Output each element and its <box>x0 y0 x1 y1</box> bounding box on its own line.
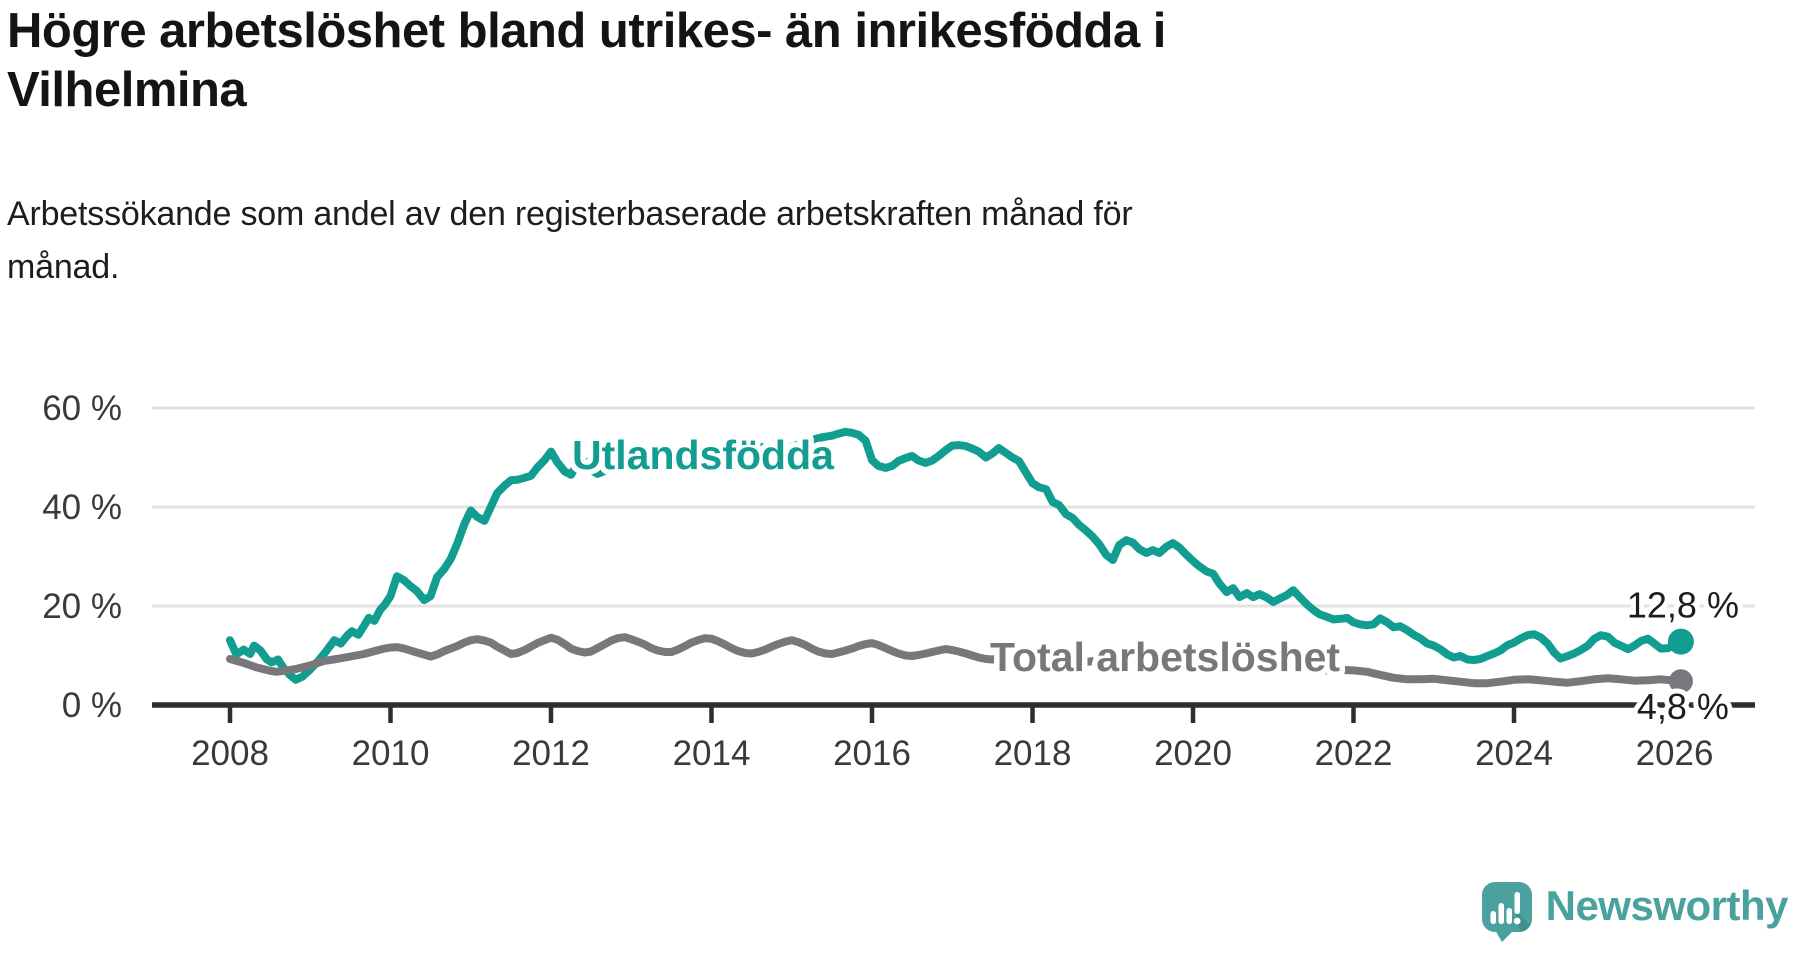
newsworthy-logo: Newsworthy <box>1481 882 1789 942</box>
series-line-utlandsfodda <box>226 427 1685 684</box>
series-label-utlandsfodda: Utlandsfödda <box>572 432 835 478</box>
chart-subtitle: Arbetssökande som andel av den registerb… <box>7 188 1133 293</box>
x-axis-label-2022: 2022 <box>1315 734 1393 773</box>
y-axis-label-0: 0 % <box>62 686 122 725</box>
end-dot-utlandsfodda <box>1667 628 1694 655</box>
page-title: Högre arbetslöshet bland utrikes- än inr… <box>7 2 1166 120</box>
newsworthy-bubble-icon <box>1481 882 1532 942</box>
x-axis-label-2024: 2024 <box>1475 734 1553 773</box>
x-axis-label-2014: 2014 <box>673 734 751 773</box>
title-line-1: Högre arbetslöshet bland utrikes- än inr… <box>7 4 1166 58</box>
series-label-total: Total arbetslöshet <box>990 634 1340 680</box>
x-axis-label-2012: 2012 <box>512 734 590 773</box>
y-axis-label-60: 60 % <box>42 389 122 428</box>
end-value-label-total: 4,8 % <box>1637 686 1729 727</box>
x-axis-label-2018: 2018 <box>994 734 1072 773</box>
x-axis-label-2020: 2020 <box>1154 734 1232 773</box>
newsworthy-wordmark: Newsworthy <box>1545 882 1789 929</box>
x-axis-label-2010: 2010 <box>352 734 430 773</box>
x-axis-label-2026: 2026 <box>1636 734 1714 773</box>
subtitle-line-1: Arbetssökande som andel av den registerb… <box>7 195 1133 233</box>
end-value-label-utlandsfodda: 12,8 % <box>1627 585 1739 626</box>
y-axis-label-20: 20 % <box>42 587 122 626</box>
end-dot-total <box>1668 669 1693 694</box>
x-axis-label-2016: 2016 <box>833 734 911 773</box>
subtitle-line-2: månad. <box>7 247 120 286</box>
y-axis-label-40: 40 % <box>42 488 122 527</box>
title-line-2: Vilhelmina <box>7 62 247 117</box>
series-line-total <box>226 633 1685 688</box>
x-axis-label-2008: 2008 <box>191 734 269 773</box>
